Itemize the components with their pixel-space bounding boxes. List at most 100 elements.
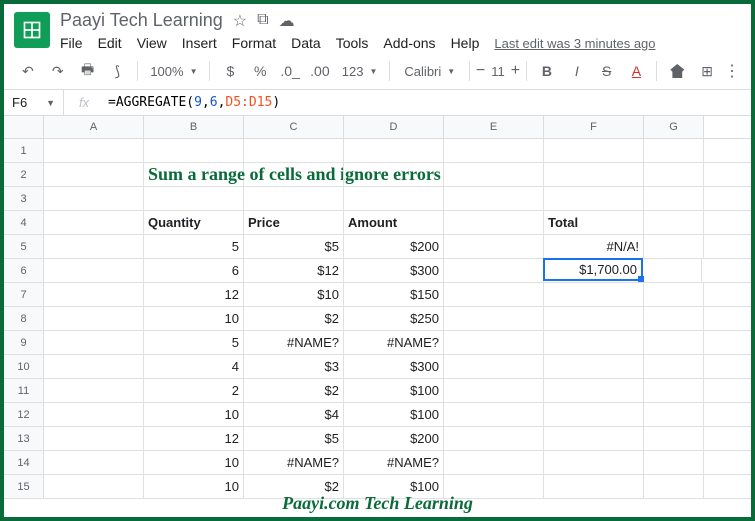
cell[interactable] [644, 331, 704, 354]
cell[interactable] [644, 427, 704, 450]
cell[interactable] [44, 139, 144, 162]
cell[interactable] [444, 259, 544, 282]
menu-tools[interactable]: Tools [336, 35, 369, 51]
col-header[interactable]: F [544, 116, 644, 138]
cell[interactable] [44, 427, 144, 450]
formula-input[interactable]: =AGGREGATE(9,6,D5:D15) [104, 95, 751, 110]
cell[interactable] [344, 187, 444, 210]
row-header[interactable]: 8 [4, 307, 44, 330]
cell[interactable] [44, 235, 144, 258]
cell[interactable]: $200 [344, 235, 444, 258]
cell[interactable] [344, 163, 444, 186]
cell[interactable] [544, 187, 644, 210]
cell[interactable] [644, 451, 704, 474]
row-header[interactable]: 10 [4, 355, 44, 378]
cell[interactable]: 12 [144, 427, 244, 450]
cell[interactable] [444, 427, 544, 450]
cell[interactable]: Quantity [144, 211, 244, 234]
size-value[interactable]: 11 [491, 64, 505, 79]
menu-format[interactable]: Format [232, 35, 276, 51]
cell[interactable] [244, 139, 344, 162]
redo-icon[interactable]: ↷ [44, 57, 72, 85]
cell[interactable]: 2 [144, 379, 244, 402]
col-header[interactable]: E [444, 116, 544, 138]
cell[interactable]: 10 [144, 451, 244, 474]
cell[interactable] [644, 139, 704, 162]
cell[interactable] [444, 283, 544, 306]
cell[interactable] [344, 139, 444, 162]
cell[interactable] [644, 211, 704, 234]
row-header[interactable]: 7 [4, 283, 44, 306]
row-header[interactable]: 4 [4, 211, 44, 234]
decrease-decimal-icon[interactable]: .0_ [276, 57, 304, 85]
cell[interactable]: 5 [144, 235, 244, 258]
borders-icon[interactable]: ⊞ [693, 57, 721, 85]
currency-icon[interactable]: $ [216, 57, 244, 85]
cell[interactable] [644, 403, 704, 426]
cell[interactable]: Amount [344, 211, 444, 234]
menu-edit[interactable]: Edit [98, 35, 122, 51]
cell[interactable]: Sum a range of cells and ignore errors [144, 163, 244, 186]
cell[interactable] [44, 283, 144, 306]
name-box[interactable]: F6▼ [4, 90, 64, 115]
row-header[interactable]: 2 [4, 163, 44, 186]
cell[interactable] [44, 403, 144, 426]
menu-addons[interactable]: Add-ons [383, 35, 435, 51]
format-select[interactable]: 123▼ [336, 64, 384, 79]
print-icon[interactable]: 🖶 [74, 57, 102, 85]
cell[interactable] [544, 139, 644, 162]
col-header[interactable]: C [244, 116, 344, 138]
cell[interactable] [544, 163, 644, 186]
col-header[interactable]: B [144, 116, 244, 138]
col-header[interactable]: G [644, 116, 704, 138]
cell[interactable]: 5 [144, 331, 244, 354]
cell[interactable]: $1,700.00 [543, 258, 643, 281]
cell[interactable] [444, 403, 544, 426]
cell[interactable] [44, 211, 144, 234]
cell[interactable] [544, 283, 644, 306]
cell[interactable] [444, 451, 544, 474]
cell[interactable] [544, 451, 644, 474]
paint-format-icon[interactable]: ⟆ [103, 57, 131, 85]
cell[interactable] [544, 379, 644, 402]
doc-title[interactable]: Paayi Tech Learning [60, 10, 223, 31]
cell[interactable] [444, 163, 544, 186]
cloud-icon[interactable]: ☁ [279, 11, 295, 31]
row-header[interactable]: 9 [4, 331, 44, 354]
cell[interactable] [444, 235, 544, 258]
cell[interactable]: $200 [344, 427, 444, 450]
col-header[interactable]: D [344, 116, 444, 138]
row-header[interactable]: 3 [4, 187, 44, 210]
cell[interactable]: $300 [344, 259, 444, 282]
cell[interactable]: #NAME? [344, 331, 444, 354]
cell[interactable]: 10 [144, 307, 244, 330]
cell[interactable]: $150 [344, 283, 444, 306]
cell[interactable] [44, 187, 144, 210]
row-header[interactable]: 1 [4, 139, 44, 162]
row-header[interactable]: 11 [4, 379, 44, 402]
size-decrease[interactable]: − [476, 62, 485, 80]
cell[interactable] [644, 307, 704, 330]
row-header[interactable]: 12 [4, 403, 44, 426]
cell[interactable] [244, 163, 344, 186]
cell[interactable] [642, 259, 702, 282]
cell[interactable] [144, 139, 244, 162]
cell[interactable] [544, 355, 644, 378]
select-all-corner[interactable] [4, 116, 44, 138]
cell[interactable]: $2 [244, 307, 344, 330]
cell[interactable]: $5 [244, 235, 344, 258]
cell[interactable] [44, 307, 144, 330]
row-header[interactable]: 13 [4, 427, 44, 450]
cell[interactable] [44, 451, 144, 474]
cell[interactable] [444, 187, 544, 210]
cell[interactable] [644, 379, 704, 402]
text-color-icon[interactable]: A [623, 57, 651, 85]
star-icon[interactable]: ☆ [233, 11, 247, 31]
cell[interactable] [444, 307, 544, 330]
menu-view[interactable]: View [137, 35, 167, 51]
cell[interactable] [244, 187, 344, 210]
cell[interactable]: $100 [344, 403, 444, 426]
cell[interactable] [444, 355, 544, 378]
cell[interactable] [444, 211, 544, 234]
cell[interactable]: $250 [344, 307, 444, 330]
